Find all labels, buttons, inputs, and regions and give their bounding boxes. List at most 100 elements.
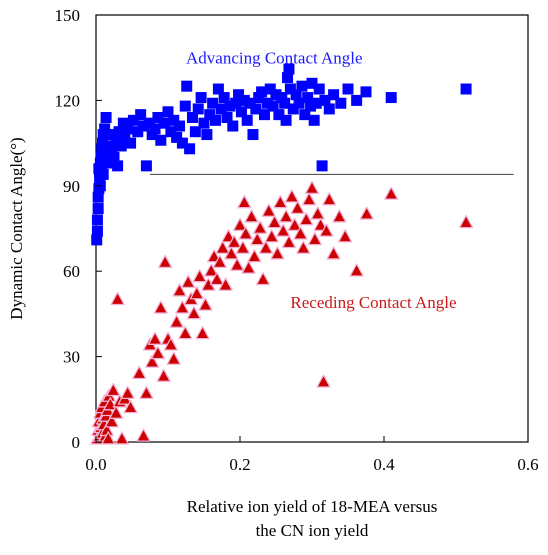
receding-angle-point	[293, 226, 308, 240]
advancing-angle-point	[195, 92, 207, 104]
receding-angle-point	[150, 345, 166, 360]
receding-angle-point	[384, 186, 399, 200]
advancing-angle-point	[146, 129, 158, 141]
advancing-angle-point	[158, 117, 170, 129]
y-tick-label: 30	[63, 348, 80, 367]
advancing-contact-angle-label: Advancing Contact Angle	[186, 48, 363, 67]
receding-angle-point	[145, 354, 160, 368]
x-tick-label: 0.0	[85, 455, 106, 474]
receding-angle-point	[458, 214, 474, 229]
advancing-angle-point	[96, 137, 108, 149]
receding-angle-point	[229, 257, 245, 271]
advancing-angle-point	[171, 131, 183, 143]
advancing-angle-point	[132, 126, 144, 138]
advancing-angle-point	[96, 160, 108, 172]
receding-angle-point	[247, 249, 262, 263]
receding-angle-point	[255, 271, 271, 286]
advancing-angle-point	[91, 214, 103, 226]
advancing-angle-point	[308, 114, 320, 126]
advancing-angle-point	[296, 80, 308, 92]
advancing-angle-point	[91, 234, 103, 246]
advancing-angle-point	[127, 114, 139, 126]
receding-angle-point	[139, 385, 154, 400]
receding-angle-point	[181, 274, 196, 289]
advancing-angle-point	[238, 94, 250, 106]
advancing-angle-point	[100, 111, 112, 123]
advancing-angle-point	[212, 83, 224, 95]
advancing-angle-point	[125, 137, 137, 149]
advancing-angle-point	[104, 129, 116, 141]
advancing-angle-point	[287, 103, 299, 115]
advancing-angle-point	[176, 137, 188, 149]
receding-angle-point	[218, 277, 233, 291]
receding-angle-point	[301, 192, 317, 206]
receding-angle-point	[215, 240, 230, 254]
advancing-angle-point	[210, 114, 222, 126]
advancing-angle-point	[92, 191, 104, 203]
advancing-angle-point	[293, 97, 305, 109]
advancing-angle-point	[313, 83, 325, 95]
advancing-angle-point	[258, 109, 270, 121]
receding-angle-point	[264, 229, 279, 243]
advancing-angle-point	[108, 151, 120, 163]
receding-angle-point	[349, 263, 364, 277]
advancing-angle-point	[282, 72, 294, 84]
advancing-angle-point	[267, 100, 279, 112]
receding-angle-point	[212, 254, 227, 269]
receding-angle-point	[209, 271, 225, 286]
advancing-angle-point	[284, 83, 296, 95]
receding-angle-point	[120, 385, 135, 400]
receding-angle-point	[192, 269, 207, 283]
advancing-angle-point	[184, 143, 196, 155]
advancing-angle-point	[310, 97, 322, 109]
receding-angle-point	[237, 195, 252, 209]
advancing-angle-point	[316, 160, 328, 172]
receding-angle-point	[227, 234, 242, 249]
advancing-angle-point	[253, 92, 265, 104]
advancing-angle-point	[207, 97, 219, 109]
receding-angle-point	[198, 297, 213, 311]
advancing-angle-point	[460, 83, 472, 95]
advancing-angle-point	[351, 94, 363, 106]
advancing-angle-point	[165, 126, 177, 138]
advancing-angle-point	[360, 86, 372, 98]
receding-angle-point	[204, 263, 219, 277]
receding-contact-angle-label: Receding Contact Angle	[290, 293, 456, 312]
receding-angle-point	[104, 414, 119, 428]
receding-angle-point	[261, 203, 276, 217]
advancing-angle-point	[112, 160, 124, 172]
advancing-angle-point	[335, 97, 347, 109]
receding-angle-point	[132, 365, 147, 380]
receding-angle-point	[278, 209, 294, 223]
advancing-angle-point	[319, 94, 331, 106]
advancing-angle-point	[99, 148, 111, 160]
advancing-angle-point	[204, 109, 216, 121]
receding-angle-point	[153, 300, 168, 314]
advancing-angle-point	[138, 120, 150, 132]
advancing-angle-point	[91, 225, 103, 237]
advancing-angle-point	[230, 97, 242, 109]
receding-angle-point	[290, 200, 305, 215]
x-axis-title-line-2: the CN ion yield	[255, 521, 369, 540]
receding-angle-point	[109, 405, 124, 419]
advancing-angle-point	[305, 100, 317, 112]
advancing-angle-point	[92, 203, 104, 215]
receding-angle-point	[270, 246, 285, 260]
receding-angle-point	[147, 331, 163, 345]
receding-angle-point	[310, 206, 325, 220]
advancing-angle-point	[290, 89, 302, 101]
advancing-angle-point	[224, 100, 236, 112]
advancing-angle-point	[244, 97, 256, 109]
receding-angle-point	[253, 220, 268, 234]
advancing-angle-point	[186, 111, 198, 123]
advancing-angle-point	[102, 157, 114, 169]
advancing-angle-point	[168, 114, 180, 126]
receding-angle-point	[276, 223, 291, 237]
receding-angle-point	[322, 192, 337, 206]
receding-angle-point	[163, 337, 179, 351]
receding-angle-point	[172, 283, 187, 297]
receding-angle-point	[241, 260, 256, 274]
receding-angle-point	[316, 374, 331, 388]
